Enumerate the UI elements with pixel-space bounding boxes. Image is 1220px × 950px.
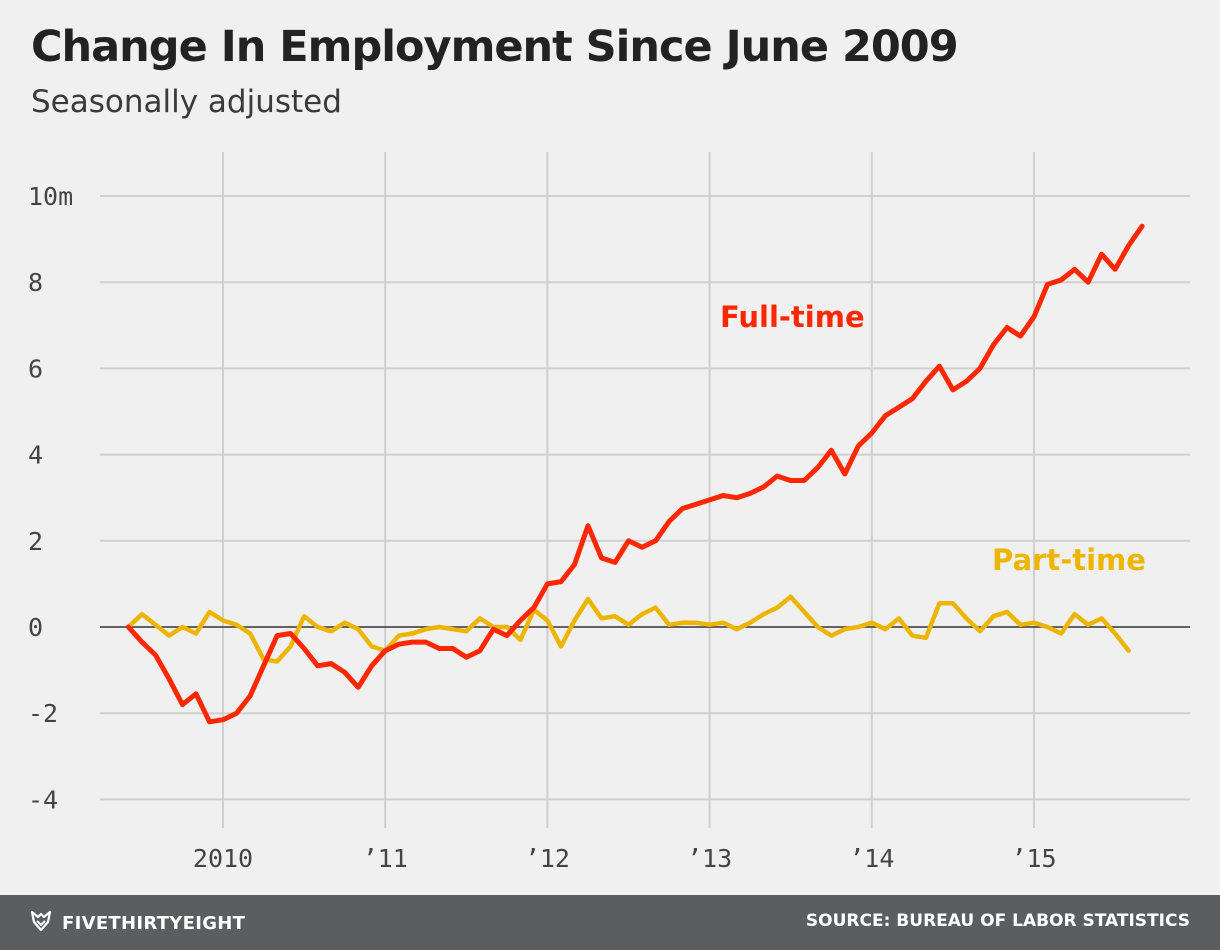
series-lines <box>125 223 1145 725</box>
x-tick-label: ’11 <box>363 844 408 873</box>
x-tick-label: ’15 <box>1011 844 1056 873</box>
y-tick-label: 10m <box>28 182 73 211</box>
brand-name: FIVETHIRTYEIGHT <box>62 913 246 934</box>
x-tick-labels: 2010 ’11 ’12 ’13 ’14 ’15 <box>193 844 1057 873</box>
y-gridlines <box>100 195 1190 801</box>
part-time-label: Part-time <box>992 543 1146 577</box>
fox-logo-icon <box>30 910 52 937</box>
chart-subtitle: Seasonally adjusted <box>31 84 342 120</box>
brand: FIVETHIRTYEIGHT <box>30 910 245 937</box>
source-credit: SOURCE: BUREAU OF LABOR STATISTICS <box>805 911 1190 931</box>
y-tick-labels: 10m 8 6 4 2 0 -2 -4 <box>28 182 73 814</box>
y-tick-label: -4 <box>28 785 58 814</box>
line-chart: 10m 8 6 4 2 0 -2 -4 2010 ’11 ’12 ’13 ’14 ’15 Full-ti… <box>28 152 1190 873</box>
part-time-series-line <box>126 594 1131 664</box>
y-tick-label: 4 <box>28 441 43 470</box>
chart-title: Change In Employment Since June 2009 <box>31 22 959 72</box>
y-tick-label: 8 <box>28 268 43 297</box>
y-tick-label: 6 <box>28 354 43 383</box>
x-tick-label: ’13 <box>687 844 732 873</box>
y-tick-label: 0 <box>28 613 43 642</box>
x-gridlines <box>222 152 1035 828</box>
x-tick-label: 2010 <box>193 844 253 873</box>
x-tick-label: ’12 <box>525 844 570 873</box>
x-tick-label: ’14 <box>849 844 894 873</box>
y-tick-label: 2 <box>28 527 43 556</box>
full-time-label: Full-time <box>720 300 865 334</box>
y-tick-label: -2 <box>28 699 58 728</box>
footer-bar: FIVETHIRTYEIGHT SOURCE: BUREAU OF LABOR … <box>0 895 1220 950</box>
full-time-series-line <box>125 223 1145 725</box>
